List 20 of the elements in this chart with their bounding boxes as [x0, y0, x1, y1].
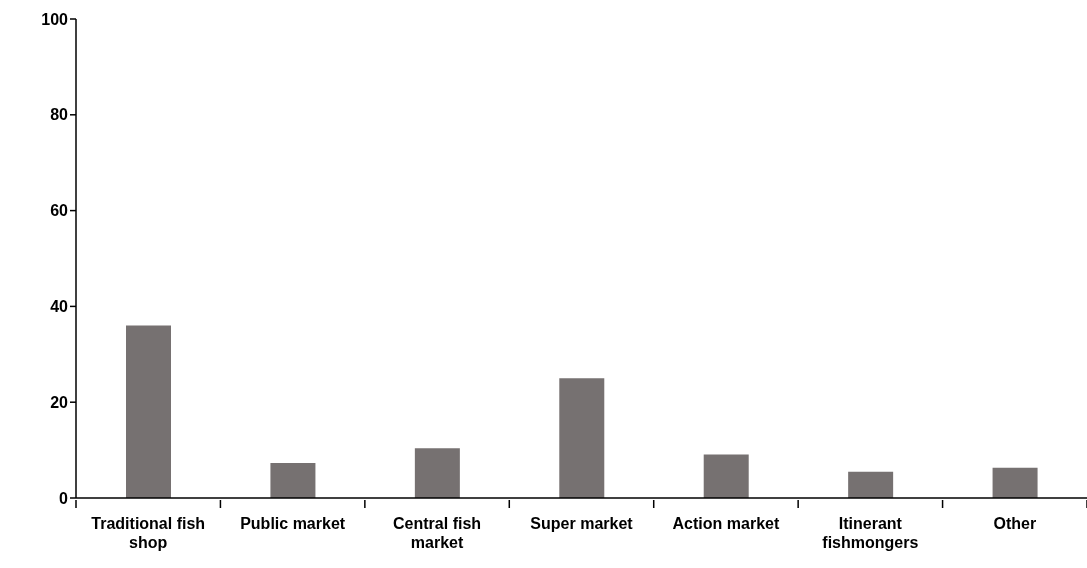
- bar: [270, 463, 316, 498]
- y-tick-label: 0: [59, 489, 69, 507]
- x-tick-label: Itinerant fishmongers: [822, 515, 919, 552]
- x-tick-label: Super market: [530, 515, 634, 533]
- x-tick-label: Traditional fish shop: [91, 515, 206, 552]
- y-tick-label: 80: [50, 106, 69, 124]
- bar: [559, 378, 605, 498]
- y-tick-label: 100: [41, 10, 69, 28]
- bar: [992, 467, 1038, 498]
- y-tick-label: 60: [50, 202, 69, 220]
- bar: [703, 454, 749, 498]
- bar: [414, 448, 460, 498]
- x-tick-label: Central fish market: [393, 515, 482, 552]
- y-tick-label: 20: [50, 393, 69, 411]
- x-tick-label: Public market: [240, 515, 346, 533]
- bar: [126, 325, 171, 498]
- x-tick-label: Other: [993, 515, 1037, 533]
- y-tick-label: 40: [50, 298, 69, 316]
- x-tick-label: Action market: [672, 515, 780, 533]
- bar: [848, 471, 894, 498]
